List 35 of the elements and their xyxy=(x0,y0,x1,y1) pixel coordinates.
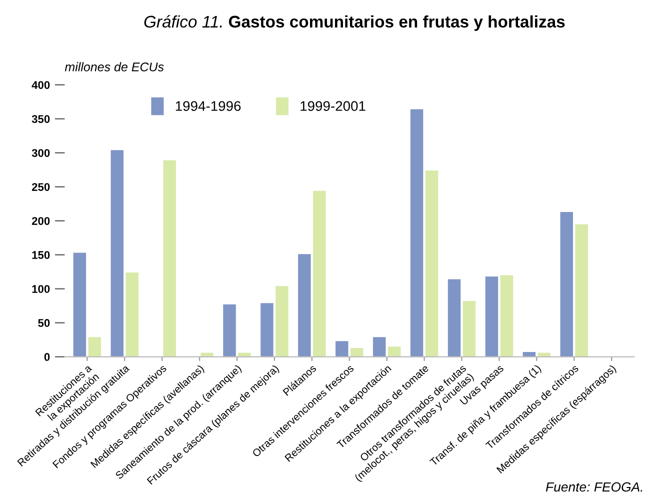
legend-label: 1999-2001 xyxy=(300,101,366,111)
bar xyxy=(110,150,124,357)
bar xyxy=(126,272,138,357)
y-tick-label: 50 xyxy=(38,319,50,327)
bar xyxy=(88,337,102,357)
y-tick-label: 0 xyxy=(44,353,50,361)
bar xyxy=(425,170,438,357)
y-tick-label: 100 xyxy=(32,285,50,293)
bar xyxy=(485,276,498,357)
legend-label: 1994-1996 xyxy=(176,101,241,111)
y-tick-label: 250 xyxy=(32,183,50,191)
bar xyxy=(372,337,386,357)
bar xyxy=(336,341,348,357)
chart-title: Gráfico 11. Gastos comunitarios en frutas y hortalizas xyxy=(144,15,565,31)
bar xyxy=(223,304,236,357)
bar xyxy=(298,254,311,357)
bar xyxy=(163,160,176,357)
bar xyxy=(560,212,574,357)
bar xyxy=(73,252,86,357)
y-tick-label: 300 xyxy=(32,149,50,157)
y-tick-label: 350 xyxy=(32,115,50,123)
bar xyxy=(462,301,476,357)
y-axis-title: millones de ECUs xyxy=(64,62,164,72)
y-tick-label: 200 xyxy=(32,217,50,225)
bar xyxy=(388,346,401,357)
bar xyxy=(410,109,424,357)
bar xyxy=(313,190,326,357)
bar xyxy=(448,279,461,357)
y-tick-label: 400 xyxy=(32,81,50,89)
bar xyxy=(276,286,288,357)
bar xyxy=(500,275,514,357)
bar xyxy=(260,303,274,357)
source-note: Fuente: FEOGA. xyxy=(546,482,642,492)
bar xyxy=(575,224,588,357)
y-tick-label: 150 xyxy=(32,251,50,259)
